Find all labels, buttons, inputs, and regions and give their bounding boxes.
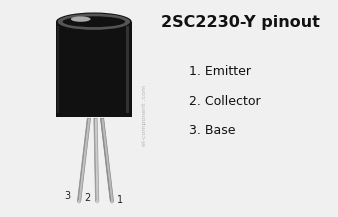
Polygon shape bbox=[94, 118, 99, 202]
Ellipse shape bbox=[77, 200, 81, 204]
Text: 3. Base: 3. Base bbox=[189, 124, 236, 137]
Polygon shape bbox=[77, 118, 91, 202]
FancyBboxPatch shape bbox=[56, 22, 132, 117]
Text: 3: 3 bbox=[65, 191, 71, 201]
Text: 1. Emitter: 1. Emitter bbox=[189, 65, 251, 78]
Polygon shape bbox=[94, 118, 96, 202]
Polygon shape bbox=[100, 118, 114, 202]
Text: 2SC2230-Y pinout: 2SC2230-Y pinout bbox=[161, 15, 320, 30]
Polygon shape bbox=[100, 118, 111, 202]
Ellipse shape bbox=[71, 16, 91, 22]
Ellipse shape bbox=[96, 200, 99, 204]
Text: 2. Collector: 2. Collector bbox=[189, 95, 261, 108]
Ellipse shape bbox=[110, 200, 114, 204]
Ellipse shape bbox=[56, 12, 132, 31]
Text: 2: 2 bbox=[84, 193, 90, 203]
Text: el-component .com: el-component .com bbox=[142, 84, 147, 146]
Ellipse shape bbox=[63, 16, 125, 27]
Polygon shape bbox=[77, 118, 88, 202]
FancyBboxPatch shape bbox=[126, 26, 129, 113]
Ellipse shape bbox=[57, 13, 130, 30]
Text: 1: 1 bbox=[117, 195, 123, 205]
FancyBboxPatch shape bbox=[57, 26, 59, 113]
